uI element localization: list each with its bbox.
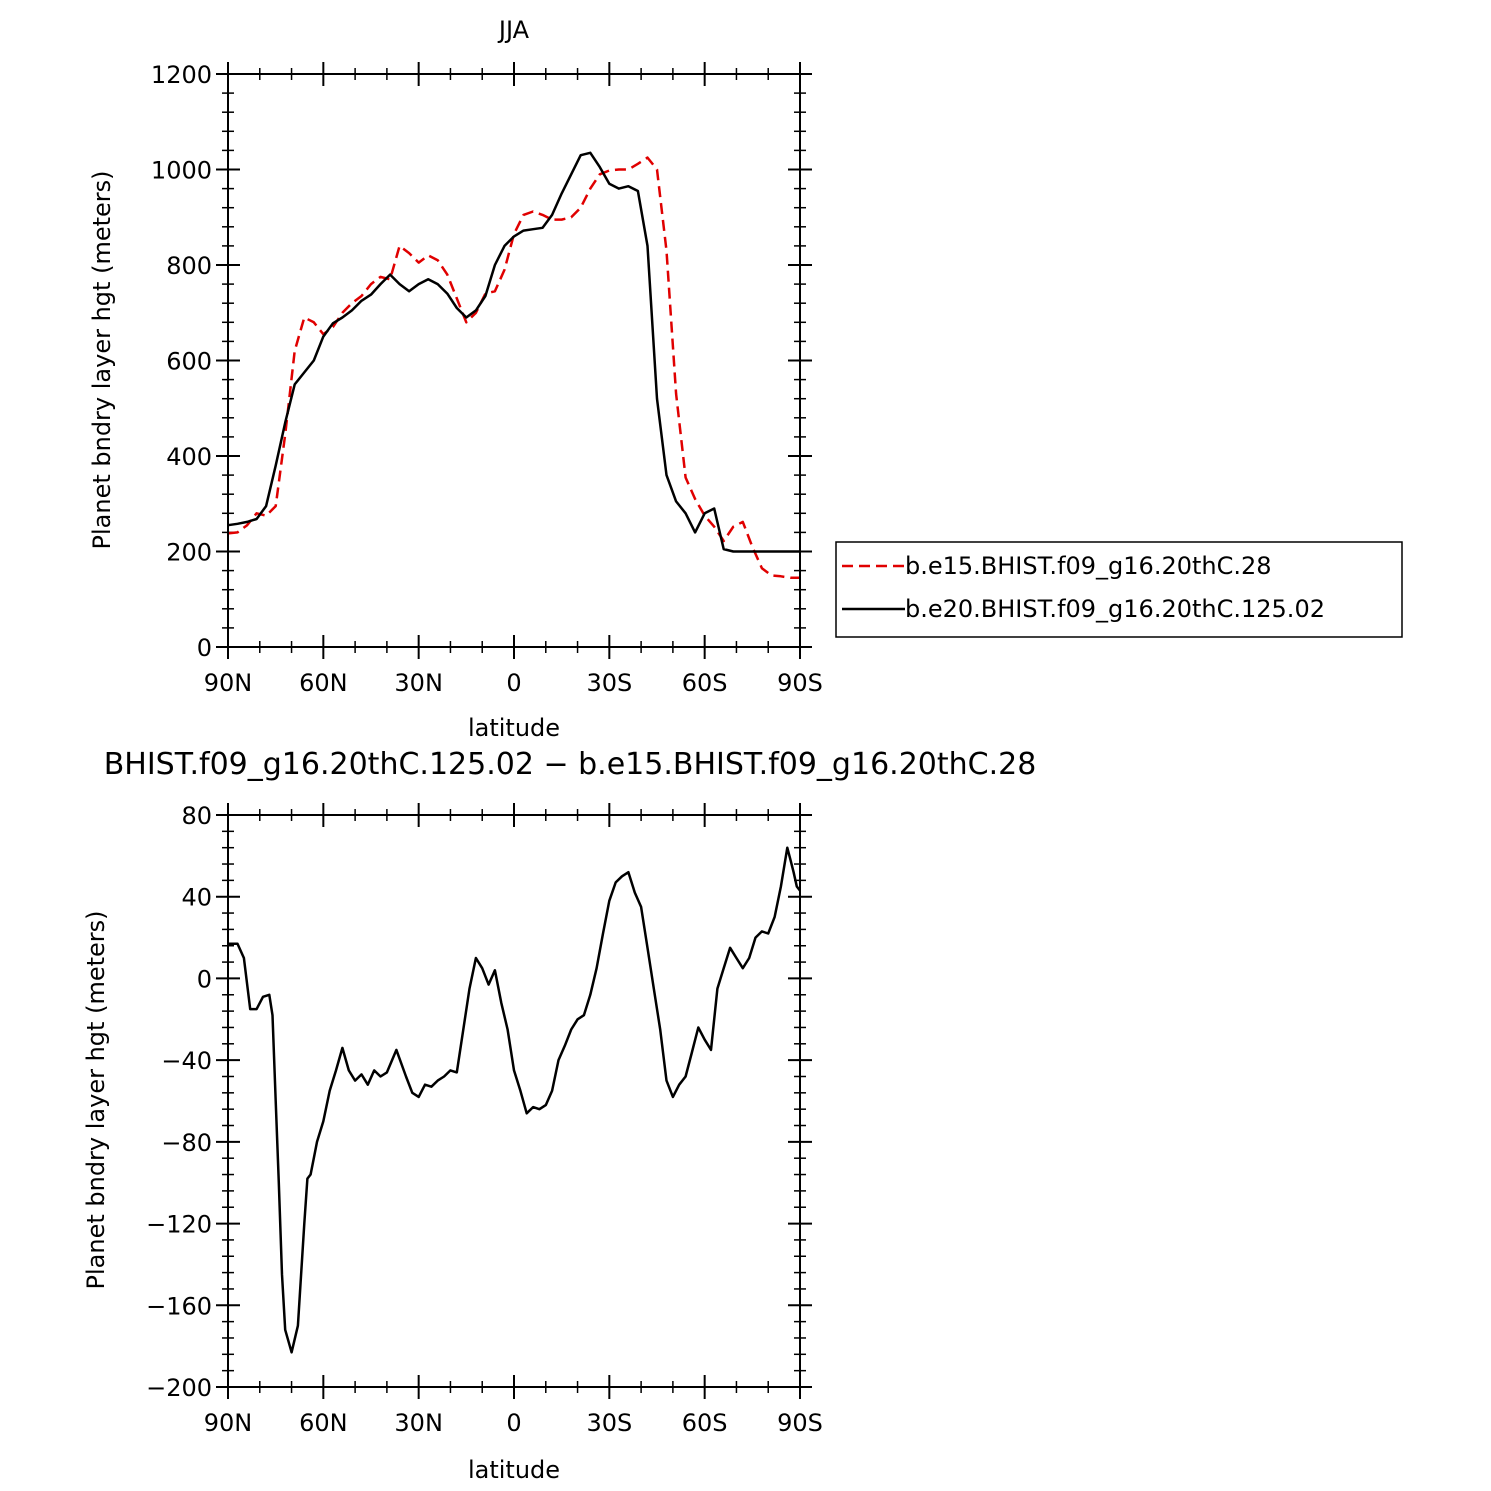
legend-label-e20: b.e20.BHIST.f09_g16.20thC.125.02 [905, 595, 1325, 623]
y-tick-label: 0 [197, 965, 212, 993]
top-chart-panel: JJA 0 200 400 600 800 1000 1200 90N 60N 30N 0 30S 6… [88, 16, 823, 742]
x-tick-label: 90N [204, 669, 253, 697]
y-tick-label: −160 [146, 1292, 212, 1320]
top-chart-title: JJA [497, 16, 530, 44]
y-tick-label: 800 [166, 252, 212, 280]
y-tick-label: 80 [181, 802, 212, 830]
top-chart-plot-frame [227, 73, 801, 648]
top-chart-x-tick-labels: 90N 60N 30N 0 30S 60S 90S [204, 669, 823, 697]
y-tick-label: 40 [181, 884, 212, 912]
chart-legend: b.e15.BHIST.f09_g16.20thC.28 b.e20.BHIST… [835, 541, 1403, 638]
y-tick-label: −200 [146, 1374, 212, 1402]
bottom-chart-x-axis-label: latitude [468, 1456, 560, 1484]
y-tick-label: −120 [146, 1211, 212, 1239]
top-chart-series [227, 151, 800, 580]
bottom-chart-series [228, 846, 801, 1354]
legend-box [835, 541, 1403, 638]
bottom-chart-x-tick-labels: 90N 60N 30N 0 30S 60S 90S [204, 1409, 823, 1437]
legend-label-e15: b.e15.BHIST.f09_g16.20thC.28 [905, 552, 1272, 580]
x-tick-label: 30N [394, 1409, 443, 1437]
x-tick-label: 30N [394, 669, 443, 697]
bottom-chart-y-tick-labels: −200 −160 −120 −80 −40 0 40 80 [146, 802, 212, 1402]
difference-series-line [228, 846, 801, 1354]
x-tick-label: 90S [777, 1409, 823, 1437]
bottom-chart-y-axis-label: Planet bndry layer hgt (meters) [82, 911, 110, 1290]
y-tick-label: 1200 [151, 61, 212, 89]
y-tick-label: 1000 [151, 157, 212, 185]
x-tick-label: 0 [506, 1409, 521, 1437]
x-tick-label: 60S [682, 669, 728, 697]
bottom-chart-plot-frame [227, 814, 801, 1388]
x-tick-label: 30S [586, 1409, 632, 1437]
x-tick-label: 90N [204, 1409, 253, 1437]
y-tick-label: 200 [166, 539, 212, 567]
y-tick-label: −40 [161, 1047, 212, 1075]
top-chart-ticks [216, 62, 812, 659]
x-tick-label: 60S [682, 1409, 728, 1437]
y-tick-label: 600 [166, 348, 212, 376]
y-tick-label: 400 [166, 443, 212, 471]
x-tick-label: 90S [777, 669, 823, 697]
y-tick-label: 0 [197, 634, 212, 662]
series-line-e15 [227, 156, 800, 580]
x-tick-label: 0 [506, 669, 521, 697]
bottom-chart-title: BHIST.f09_g16.20thC.125.02 − b.e15.BHIST… [104, 747, 1037, 782]
top-chart-y-tick-labels: 0 200 400 600 800 1000 1200 [151, 61, 212, 662]
x-tick-label: 30S [586, 669, 632, 697]
bottom-chart-panel: BHIST.f09_g16.20thC.125.02 − b.e15.BHIST… [82, 747, 1036, 1484]
top-chart-x-axis-label: latitude [468, 714, 560, 742]
bottom-chart-ticks [216, 803, 812, 1399]
y-tick-label: −80 [161, 1129, 212, 1157]
top-chart-y-axis-label: Planet bndry layer hgt (meters) [88, 171, 116, 550]
series-line-e20 [227, 151, 800, 553]
x-tick-label: 60N [299, 669, 348, 697]
x-tick-label: 60N [299, 1409, 348, 1437]
